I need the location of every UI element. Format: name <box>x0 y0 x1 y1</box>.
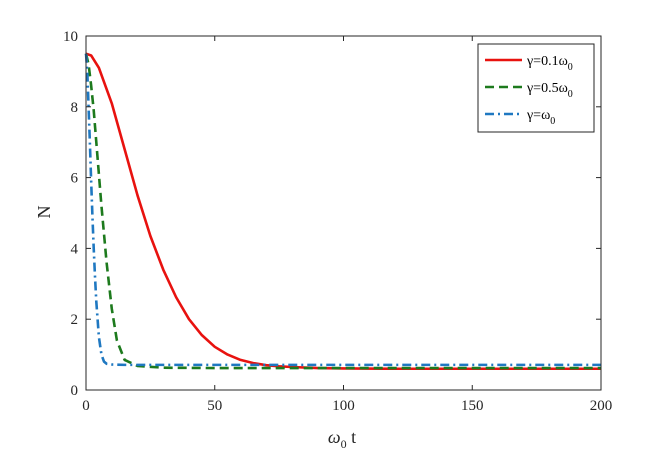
axes: 0 50 100 150 200 0 2 4 6 8 10 <box>63 29 612 414</box>
plot-area <box>84 52 601 371</box>
y-tick-label: 2 <box>71 312 79 328</box>
legend-box <box>477 43 595 133</box>
y-tick-label: 6 <box>71 171 79 187</box>
series-line-2 <box>84 53 601 370</box>
x-tick-label: 50 <box>207 398 222 414</box>
legend-entry-3: γ=ω0 <box>526 108 555 127</box>
x-axis-label: ω0 t <box>328 427 356 451</box>
y-tick-label: 0 <box>71 383 79 399</box>
x-tick-label: 100 <box>332 398 355 414</box>
x-tick-label: 0 <box>82 398 90 414</box>
legend-entry-1: γ=0.1ω0 <box>526 54 573 73</box>
series-line-3 <box>84 53 601 367</box>
legend: γ=0.1ω0 γ=0.5ω0 γ=ω0 <box>477 43 595 133</box>
y-tick-label: 10 <box>63 29 78 45</box>
legend-entry-2: γ=0.5ω0 <box>526 81 573 100</box>
x-tick-label: 200 <box>590 398 613 414</box>
y-tick-label: 8 <box>71 100 79 116</box>
x-tick-label: 150 <box>461 398 484 414</box>
y-axis-label: N <box>34 206 54 219</box>
y-tick-label: 4 <box>71 241 79 257</box>
